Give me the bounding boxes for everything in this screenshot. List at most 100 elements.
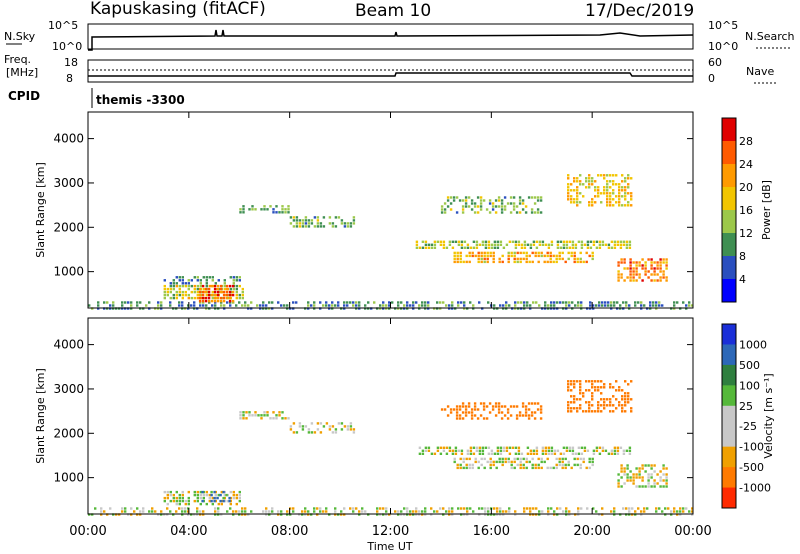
velocity-cell [547, 510, 550, 513]
power-cell [205, 304, 208, 307]
velocity-cell [573, 398, 576, 401]
velocity-cell [565, 446, 569, 449]
velocity-cell [465, 466, 468, 470]
power-cell [196, 296, 199, 300]
power-cell [187, 282, 190, 285]
velocity-cell [535, 507, 538, 510]
velocity-cell [181, 507, 184, 510]
power-cell [592, 243, 596, 246]
power-cell [231, 284, 235, 288]
power-cell [433, 246, 437, 249]
velocity-cell [453, 460, 456, 464]
power-cell [520, 243, 524, 246]
power-cell [483, 257, 486, 261]
power-cell [528, 254, 531, 258]
power-cell [470, 208, 474, 211]
velocity-cell [496, 510, 499, 513]
power-cell [615, 183, 618, 186]
velocity-cell [196, 493, 199, 497]
power-cell [286, 304, 289, 307]
power-cell [211, 304, 214, 307]
velocity-cell [650, 473, 653, 476]
velocity-cell [216, 496, 219, 500]
power-cell [433, 240, 437, 243]
velocity-cell [451, 507, 454, 510]
power-cell [547, 246, 551, 249]
velocity-heatmap-cells [88, 380, 694, 516]
power-cell [574, 243, 578, 246]
power-cell [528, 260, 531, 264]
velocity-cell [238, 510, 241, 513]
power-cell [471, 254, 474, 258]
velocity-cell [349, 425, 353, 428]
power-cell [598, 240, 602, 243]
power-cell [461, 199, 465, 202]
power-cell [492, 254, 495, 258]
power-cell [277, 301, 280, 304]
velocity-cell [181, 499, 184, 503]
power-cell [501, 254, 504, 258]
velocity-cell [289, 425, 293, 428]
power-cell [619, 246, 623, 249]
power-cell [219, 287, 223, 291]
velocity-cell [289, 428, 293, 431]
velocity-cell [580, 452, 584, 455]
power-cell [568, 301, 571, 304]
power-cell [507, 254, 510, 258]
velocity-cell [496, 449, 500, 452]
velocity-cell [469, 452, 473, 455]
velocity-cell [229, 499, 232, 503]
velocity-cell [211, 496, 214, 500]
velocity-cell [292, 422, 296, 425]
power-cell [193, 301, 196, 304]
power-cell [213, 290, 217, 294]
colorbar-tick-label: 25 [739, 400, 753, 413]
power-cell [175, 296, 178, 300]
velocity-cell [301, 428, 305, 431]
power-cell [190, 296, 193, 300]
velocity-cell [130, 507, 133, 510]
power-cell [505, 243, 509, 246]
power-cell [538, 240, 542, 243]
colorbar-tick-label: -1000 [739, 482, 771, 495]
power-cell [166, 290, 169, 294]
power-cell [629, 270, 632, 273]
power-cell [204, 296, 208, 300]
power-cell [316, 219, 320, 222]
power-cell [615, 195, 618, 198]
power-cell [567, 189, 570, 192]
power-cell [616, 301, 619, 304]
power-cell [624, 177, 627, 180]
power-cell [585, 186, 588, 189]
power-cell [546, 260, 549, 264]
velocity-cell [580, 507, 583, 510]
velocity-cell [628, 452, 632, 455]
power-cell [490, 243, 494, 246]
power-cell [623, 258, 626, 261]
power-cell [609, 201, 612, 204]
power-cell [388, 301, 391, 304]
velocity-cell [251, 414, 254, 417]
velocity-cell [547, 446, 551, 449]
power-cell [486, 257, 489, 261]
power-cell [145, 304, 148, 307]
power-cell [364, 304, 367, 307]
power-cell [242, 205, 245, 208]
power-cell [235, 304, 238, 307]
velocity-cell [304, 425, 308, 428]
power-cell [121, 301, 124, 304]
power-cell [340, 222, 344, 225]
power-cell [307, 225, 311, 228]
velocity-cell [443, 408, 447, 411]
velocity-cell [585, 401, 588, 404]
power-cell [505, 304, 508, 307]
power-cell [172, 296, 175, 300]
power-cell [577, 240, 581, 243]
power-cell [530, 208, 534, 211]
power-cell [211, 296, 214, 300]
velocity-cell [568, 510, 571, 513]
velocity-cell [316, 422, 320, 425]
power-cell [481, 243, 485, 246]
power-cell [483, 254, 486, 258]
power-cell [629, 273, 632, 276]
